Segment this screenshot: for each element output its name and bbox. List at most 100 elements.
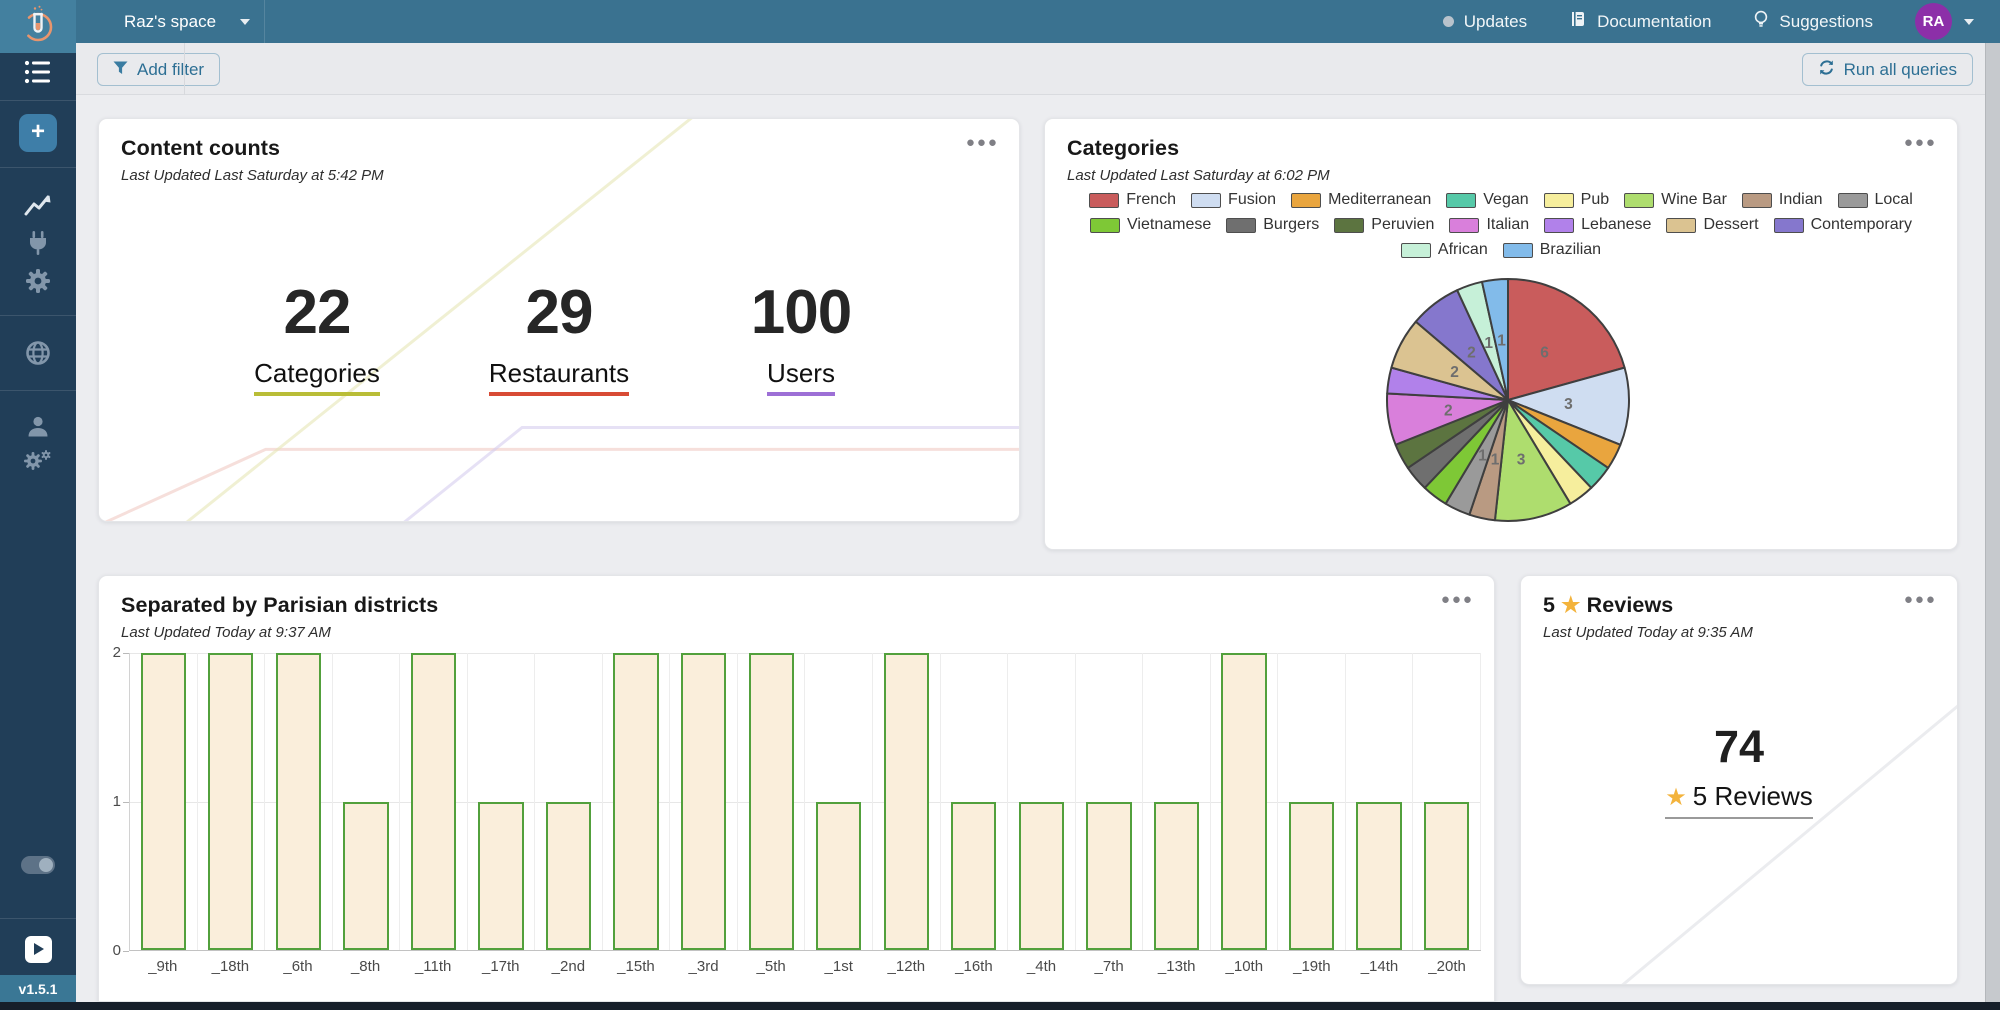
- x-tick-label: _17th: [481, 958, 520, 975]
- updates-label: Updates: [1463, 11, 1528, 31]
- card-menu-button[interactable]: ●●●: [1903, 134, 1937, 151]
- legend-item-indian[interactable]: Indian: [1741, 191, 1823, 209]
- metric-value: 29: [525, 278, 594, 347]
- metric-value: 74: [1713, 721, 1765, 772]
- bar-_2nd[interactable]: [545, 801, 592, 950]
- suggestions-label: Suggestions: [1779, 11, 1873, 31]
- y-tick-label: 0: [112, 942, 121, 959]
- bar-_16th[interactable]: [951, 801, 997, 950]
- pie-slice-french[interactable]: [1507, 278, 1626, 401]
- card-reviews: 5 ★ Reviews Last Updated Today at 9:35 A…: [1520, 575, 1958, 985]
- bar-_20th[interactable]: [1424, 801, 1470, 950]
- sidebar-item-admin[interactable]: [0, 442, 76, 482]
- card-last-updated: Last Updated Today at 9:37 AM: [121, 624, 331, 641]
- bar-_12th[interactable]: [883, 653, 929, 950]
- legend-label: Brazilian: [1539, 241, 1602, 258]
- bar-_3rd[interactable]: [681, 653, 727, 950]
- theme-toggle[interactable]: [0, 845, 76, 885]
- legend-item-italian[interactable]: Italian: [1449, 216, 1529, 234]
- bar-_13th[interactable]: [1153, 801, 1200, 950]
- scrollbar[interactable]: [1985, 43, 2000, 1002]
- bar-_4th[interactable]: [1018, 801, 1064, 950]
- account-menu[interactable]: RA: [1915, 3, 1974, 40]
- card-menu-button[interactable]: ●●●: [965, 134, 999, 151]
- bar-_17th[interactable]: [478, 801, 524, 950]
- sidebar-item-users[interactable]: [0, 407, 76, 447]
- updates-dot-icon: [1442, 16, 1454, 27]
- pie-slice-wine-bar[interactable]: [1493, 399, 1572, 522]
- space-switcher[interactable]: Raz's space: [76, 0, 265, 43]
- x-tick-label: _14th: [1360, 958, 1399, 975]
- bar-_6th[interactable]: [275, 653, 321, 950]
- legend-item-wine-bar[interactable]: Wine Bar: [1624, 191, 1727, 209]
- y-tick-mark: [123, 951, 129, 952]
- legend-item-peruvien[interactable]: Peruvien: [1334, 216, 1434, 234]
- bar-_11th[interactable]: [410, 653, 457, 950]
- expand-sidebar-button[interactable]: [0, 929, 76, 969]
- sidebar-add-button[interactable]: +: [0, 113, 76, 153]
- updates-button[interactable]: Updates: [1442, 11, 1528, 32]
- sidebar-item-charts[interactable]: [0, 185, 76, 225]
- bar-_5th[interactable]: [748, 653, 794, 950]
- x-tick-label: _1st: [824, 958, 853, 975]
- legend-item-lebanese[interactable]: Lebanese: [1544, 216, 1651, 234]
- sidebar-item-connections[interactable]: [0, 223, 76, 263]
- bar-_10th[interactable]: [1221, 653, 1267, 950]
- pie-slice-brazilian[interactable]: [1480, 278, 1509, 401]
- legend-label: Vegan: [1483, 191, 1529, 208]
- card-menu-button[interactable]: ●●●: [1903, 591, 1937, 608]
- metric-label: Restaurants: [488, 358, 630, 396]
- legend-item-mediterranean[interactable]: Mediterranean: [1291, 191, 1431, 209]
- legend-item-african[interactable]: African: [1400, 241, 1488, 259]
- legend-item-vietnamese[interactable]: Vietnamese: [1090, 216, 1211, 234]
- sidebar-item-settings[interactable]: [0, 261, 76, 301]
- bar-_15th[interactable]: [613, 653, 659, 950]
- bar-slot: [535, 653, 603, 950]
- bar-_1st[interactable]: [816, 801, 862, 950]
- globe-icon: [26, 341, 50, 365]
- pie-value-label: 1: [1497, 332, 1506, 349]
- bar-_8th[interactable]: [343, 801, 389, 950]
- sidebar-item-collections[interactable]: [0, 52, 76, 92]
- districts-plot: [129, 653, 1481, 951]
- bar-_19th[interactable]: [1288, 801, 1335, 950]
- legend-item-dessert[interactable]: Dessert: [1666, 216, 1759, 234]
- x-tick-label: _16th: [955, 958, 993, 975]
- sparkline-background: [104, 119, 1019, 521]
- bar-_7th[interactable]: [1086, 801, 1132, 950]
- pie-legend: French Fusion Mediterranean Vegan Pub Wine Ba…: [1045, 191, 1957, 259]
- x-tick-label: _15th: [617, 958, 655, 975]
- documentation-button[interactable]: Documentation: [1569, 10, 1711, 33]
- legend-item-burgers[interactable]: Burgers: [1226, 216, 1319, 234]
- legend-label: African: [1437, 241, 1488, 258]
- bar-_9th[interactable]: [140, 653, 186, 950]
- pie-slice-fusion[interactable]: [1507, 366, 1630, 446]
- bar-_18th[interactable]: [208, 653, 254, 950]
- metric-value: 100: [750, 278, 852, 347]
- legend-label: Italian: [1486, 216, 1530, 233]
- account-caret-icon: [1964, 18, 1974, 25]
- refresh-icon: [1818, 59, 1835, 81]
- legend-item-contemporary[interactable]: Contemporary: [1773, 216, 1912, 234]
- card-menu-button[interactable]: ●●●: [1440, 591, 1474, 608]
- list-icon: [24, 60, 50, 84]
- sidebar-item-public[interactable]: [0, 333, 76, 373]
- legend-item-brazilian[interactable]: Brazilian: [1502, 241, 1602, 259]
- run-all-queries-button[interactable]: Run all queries: [1801, 53, 1973, 86]
- suggestions-button[interactable]: Suggestions: [1753, 10, 1873, 34]
- legend-item-pub[interactable]: Pub: [1543, 191, 1609, 209]
- legend-item-fusion[interactable]: Fusion: [1191, 191, 1276, 209]
- legend-item-vegan[interactable]: Vegan: [1446, 191, 1529, 209]
- pie-value-label: 2: [1444, 402, 1453, 419]
- legend-item-french[interactable]: French: [1089, 191, 1176, 209]
- card-last-updated: Last Updated Last Saturday at 5:42 PM: [121, 167, 384, 184]
- add-filter-button[interactable]: Add filter: [97, 53, 221, 86]
- app-logo[interactable]: [0, 0, 76, 53]
- bar-slot: [1008, 653, 1076, 950]
- bar-slot: [805, 653, 874, 950]
- bar-_14th[interactable]: [1356, 801, 1402, 950]
- legend-item-local[interactable]: Local: [1837, 191, 1913, 209]
- card-districts: Separated by Parisian districts Last Upd…: [98, 575, 1495, 1002]
- star-icon: ★: [1561, 593, 1581, 617]
- star-icon: ★: [1665, 784, 1687, 811]
